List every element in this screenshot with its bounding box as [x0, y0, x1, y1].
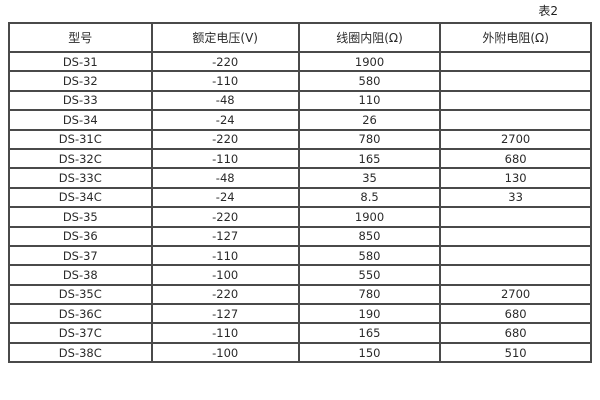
table-cell: DS-36C [8, 303, 153, 325]
table-cell [439, 109, 592, 131]
table-cell: -24 [150, 109, 300, 131]
table-cell: DS-36 [8, 225, 153, 247]
table-cell: 150 [297, 341, 442, 364]
table-cell: DS-35 [8, 206, 153, 228]
table-cell: -110 [150, 322, 300, 344]
table-cell: 165 [297, 322, 442, 344]
table-cell: 680 [439, 147, 592, 170]
table-row: DS-35 -220 1900 [8, 206, 592, 228]
table-cell: 190 [297, 303, 442, 325]
header-row: 型号 额定电压(V) 线圈内阻(Ω) 外附电阻(Ω) [8, 22, 592, 53]
column-header-rated-voltage: 额定电压(V) [150, 22, 300, 53]
column-header-model: 型号 [8, 22, 153, 53]
table-cell: 680 [439, 303, 592, 325]
table-cell: 550 [297, 264, 442, 286]
table-row: DS-36C -127 190 680 [8, 303, 592, 325]
table-cell: DS-38C [8, 341, 153, 364]
table-cell: -220 [150, 50, 300, 73]
table-cell: DS-38 [8, 264, 153, 286]
table-cell: 2700 [439, 283, 592, 306]
table-cell [439, 206, 592, 228]
table-row: DS-31 -220 1900 [8, 50, 592, 73]
table-cell: 780 [297, 128, 442, 150]
table-cell: -100 [150, 264, 300, 286]
table-row: DS-35C -220 780 2700 [8, 283, 592, 306]
table-cell: 1900 [297, 50, 442, 73]
table-row: DS-38 -100 550 [8, 264, 592, 286]
table-cell: 850 [297, 225, 442, 247]
table-cell: 26 [297, 109, 442, 131]
table-cell: 780 [297, 283, 442, 306]
spec-table: 型号 额定电压(V) 线圈内阻(Ω) 外附电阻(Ω) DS-31 -220 1900… [8, 22, 592, 364]
table-row: DS-37C -110 165 680 [8, 322, 592, 344]
table-cell: 1900 [297, 206, 442, 228]
table-row: DS-38C -100 150 510 [8, 341, 592, 364]
table-cell: DS-32 [8, 70, 153, 92]
table-row: DS-37 -110 580 [8, 244, 592, 267]
table-cell: DS-34C [8, 186, 153, 209]
table-cell: DS-37C [8, 322, 153, 344]
table-body: DS-31 -220 1900 DS-32 -110 580 DS-33 -48 110 DS-3… [8, 50, 592, 364]
table-cell: 165 [297, 147, 442, 170]
table-cell [439, 244, 592, 267]
table-cell: -24 [150, 186, 300, 209]
table-row: DS-36 -127 850 [8, 225, 592, 247]
table-row: DS-31C -220 780 2700 [8, 128, 592, 150]
table-cell: -220 [150, 206, 300, 228]
table-cell: 33 [439, 186, 592, 209]
table-cell: -100 [150, 341, 300, 364]
table-caption: 表2 [538, 4, 558, 18]
table-cell: DS-31C [8, 128, 153, 150]
table-cell: -48 [150, 89, 300, 112]
table-row: DS-32 -110 580 [8, 70, 592, 92]
table-cell: 110 [297, 89, 442, 112]
table-cell: -127 [150, 303, 300, 325]
table-cell [439, 70, 592, 92]
table-cell: 130 [439, 167, 592, 189]
table-cell: DS-33C [8, 167, 153, 189]
table-row: DS-34C -24 8.5 33 [8, 186, 592, 209]
table-cell: -110 [150, 244, 300, 267]
column-header-external-resistance: 外附电阻(Ω) [439, 22, 592, 53]
table-cell: -48 [150, 167, 300, 189]
table-cell: -220 [150, 128, 300, 150]
table-cell [439, 89, 592, 112]
table-cell: 35 [297, 167, 442, 189]
table-row: DS-32C -110 165 680 [8, 147, 592, 170]
table-cell [439, 225, 592, 247]
table-row: DS-33C -48 35 130 [8, 167, 592, 189]
table-cell: 510 [439, 341, 592, 364]
table-cell: -127 [150, 225, 300, 247]
table-row: DS-33 -48 110 [8, 89, 592, 112]
table-row: DS-34 -24 26 [8, 109, 592, 131]
table-cell: 8.5 [297, 186, 442, 209]
table-cell: DS-37 [8, 244, 153, 267]
table-cell: DS-32C [8, 147, 153, 170]
table-cell: DS-33 [8, 89, 153, 112]
table-cell: -220 [150, 283, 300, 306]
table-cell: -110 [150, 70, 300, 92]
table-cell: DS-35C [8, 283, 153, 306]
table-cell: DS-31 [8, 50, 153, 73]
column-header-coil-resistance: 线圈内阻(Ω) [297, 22, 442, 53]
table-cell [439, 264, 592, 286]
table-cell: 680 [439, 322, 592, 344]
table-cell [439, 50, 592, 73]
table-cell: 580 [297, 70, 442, 92]
table-cell: DS-34 [8, 109, 153, 131]
table-cell: 580 [297, 244, 442, 267]
table-cell: 2700 [439, 128, 592, 150]
table-cell: -110 [150, 147, 300, 170]
